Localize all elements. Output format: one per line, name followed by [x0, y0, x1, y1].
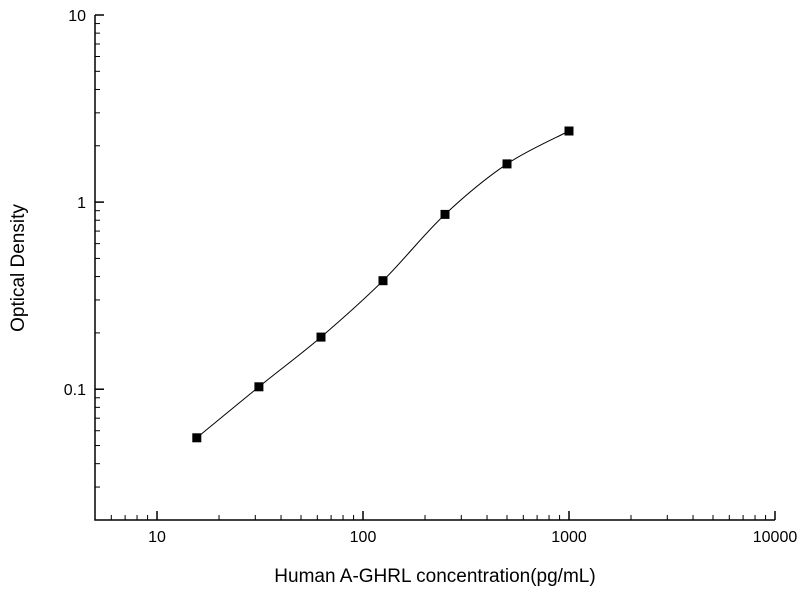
data-point: [316, 332, 326, 342]
x-axis-label: Human A-GHRL concentration(pg/mL): [274, 566, 595, 587]
data-point: [192, 433, 202, 443]
data-point: [440, 209, 450, 219]
x-tick-label: 1000: [551, 529, 587, 546]
axis-lines: [94, 15, 775, 521]
x-tick-label: 10000: [753, 529, 798, 546]
x-tick-label: 100: [350, 529, 377, 546]
plot-area: 10 100 1000 10000 0.1 1 10: [64, 8, 798, 546]
y-axis-label: Optical Density: [8, 204, 29, 332]
data-point: [564, 126, 574, 136]
y-tick-label: 1: [77, 195, 86, 212]
data-point: [254, 382, 264, 392]
y-tick-label: 10: [68, 8, 86, 25]
x-tick-label: 10: [148, 529, 166, 546]
y-tick-label: 0.1: [64, 382, 86, 399]
data-point: [502, 159, 512, 169]
data-point: [378, 276, 388, 286]
